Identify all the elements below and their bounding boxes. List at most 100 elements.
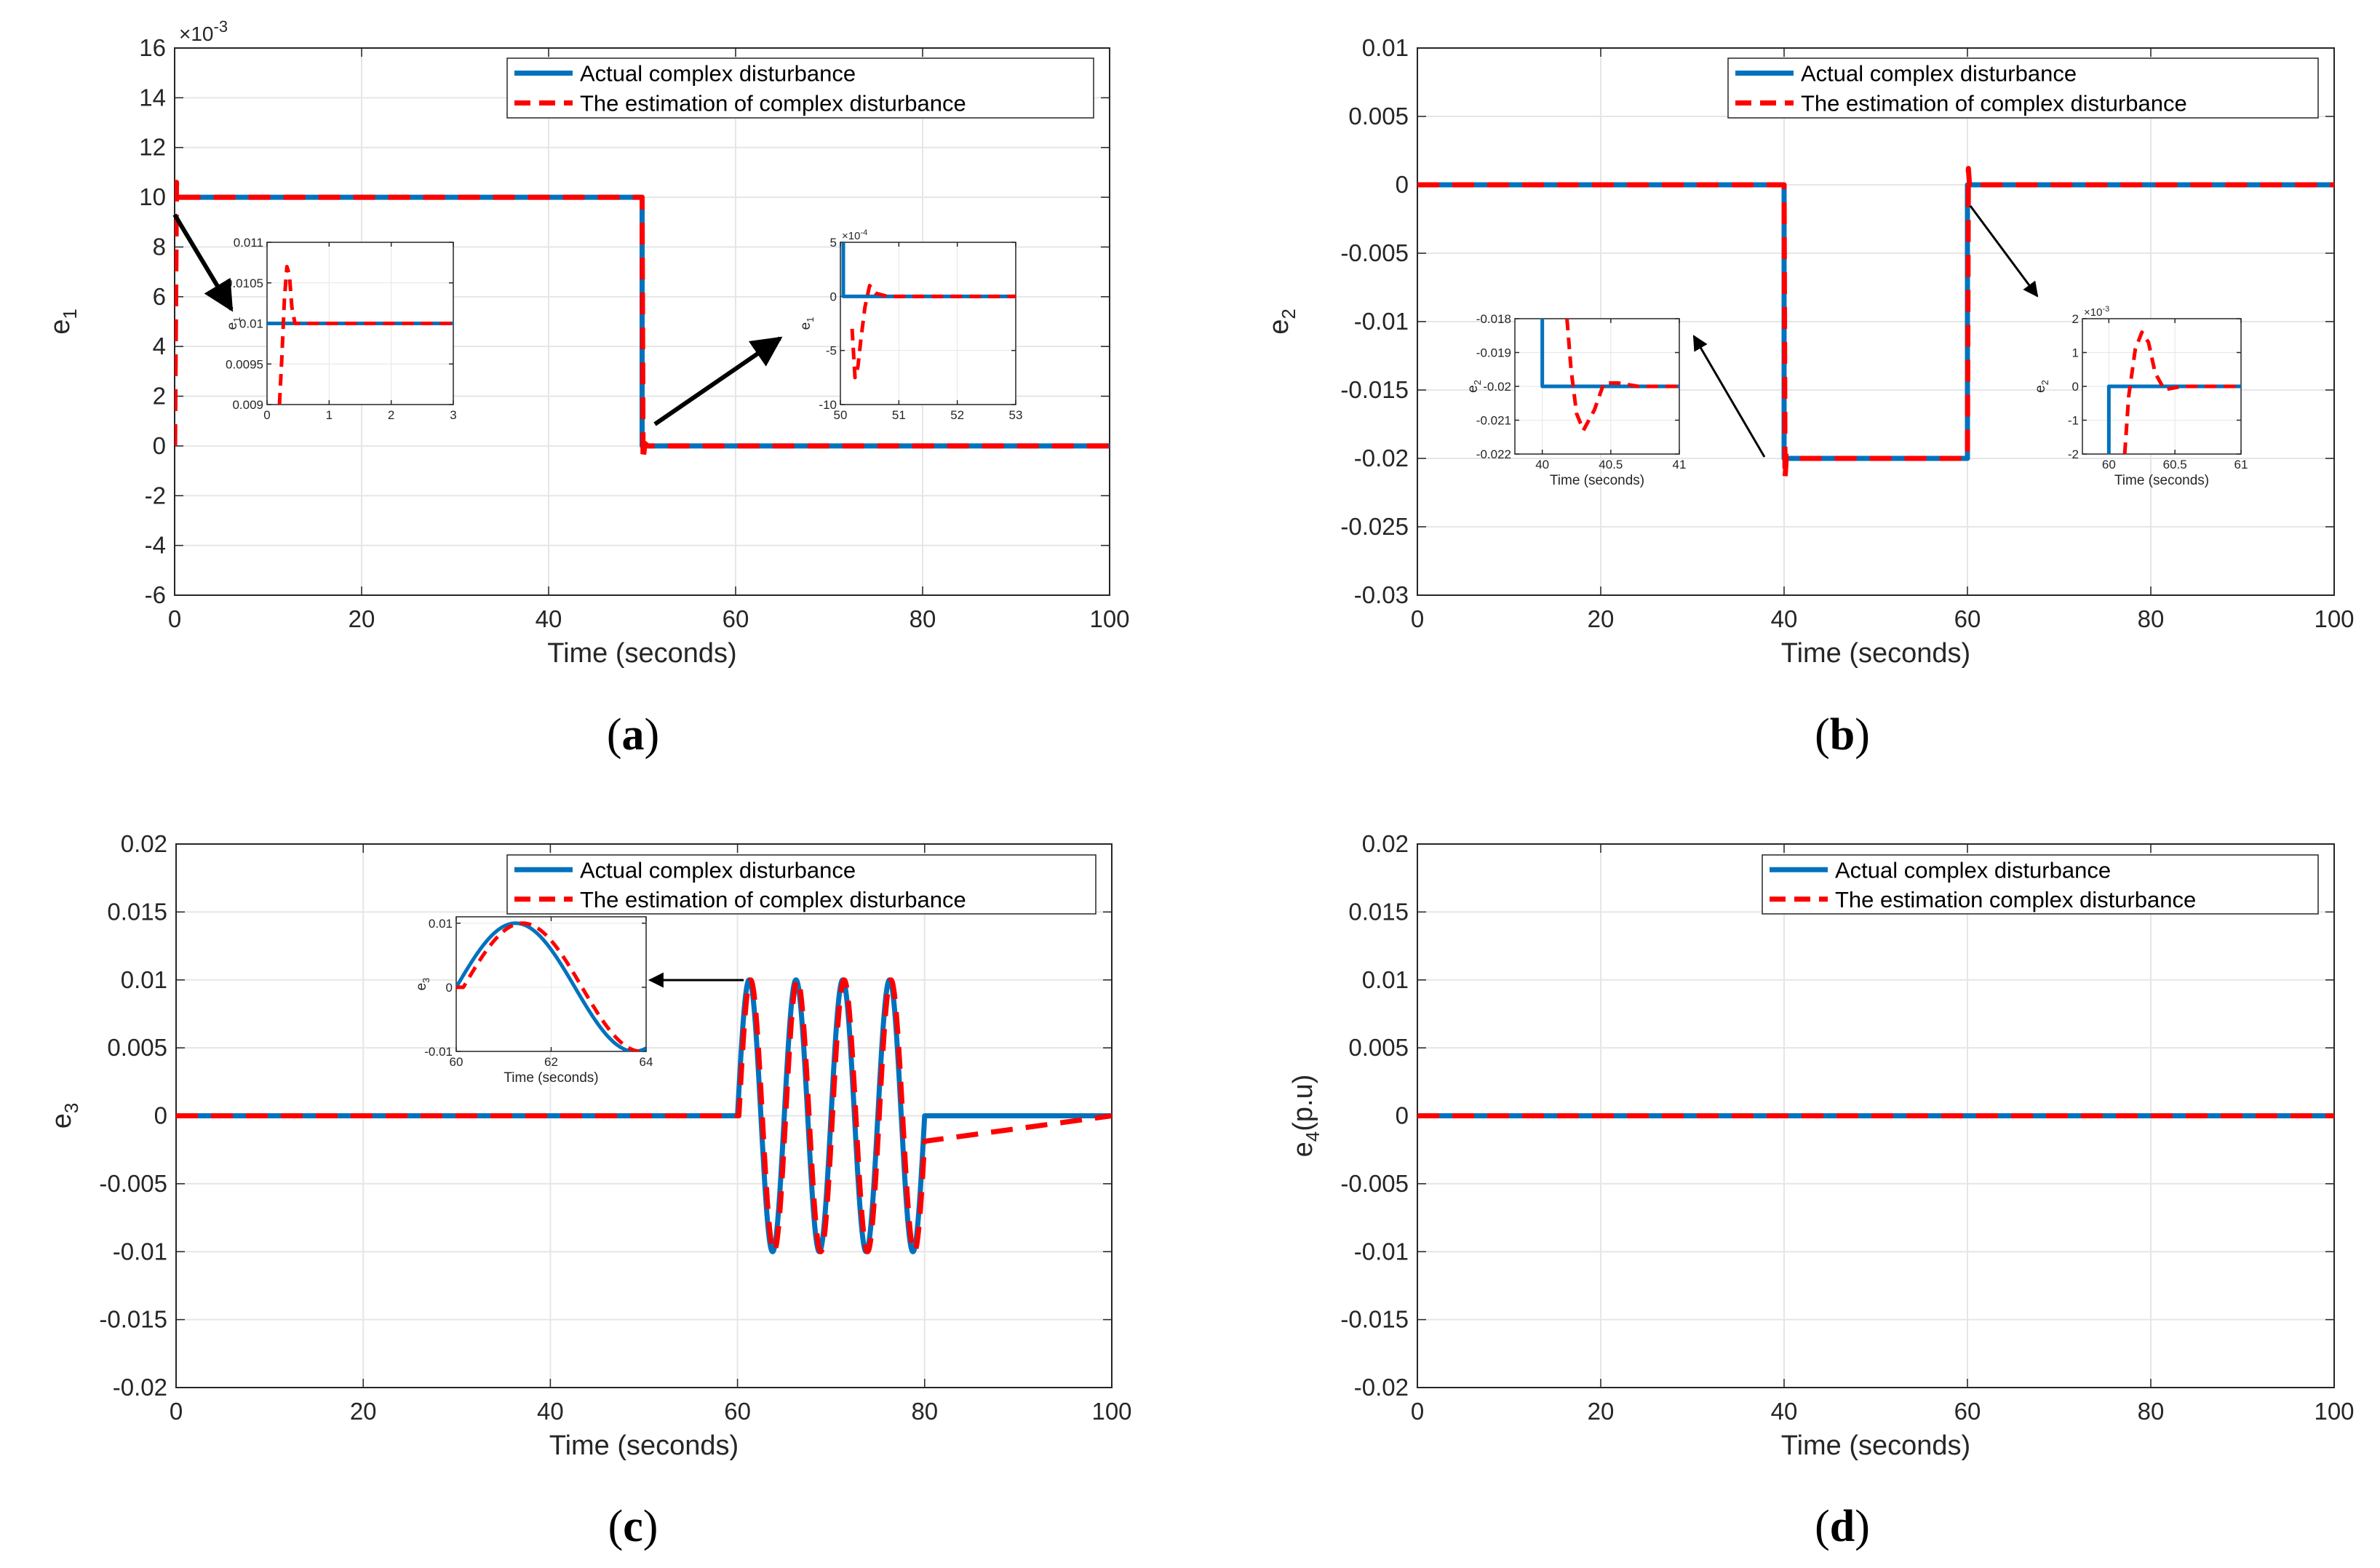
- chart-a-ytick-label: 4: [153, 333, 166, 359]
- inset-lines: [456, 921, 646, 1051]
- chart-a-legend: Actual complex disturbance The estimation…: [506, 57, 1094, 119]
- inset-xlabel: Time (seconds): [504, 1070, 598, 1086]
- chart-d-xtick-label: 0: [1411, 1398, 1424, 1425]
- chart-b-ytick-label: 0: [1396, 171, 1409, 198]
- chart-b-ytick-label: 0.01: [1362, 34, 1409, 61]
- chart-d-xtick-label: 40: [1771, 1398, 1798, 1425]
- chart-d-caption: (d): [1815, 1502, 1870, 1551]
- inset-ytick-label: -0.019: [1476, 346, 1511, 360]
- inset-ytick-label: 0.0095: [226, 357, 263, 371]
- inset-ytick-label: -0.01: [424, 1045, 453, 1059]
- chart-b-ytick-label: 0.005: [1348, 103, 1409, 130]
- chart-b-xtick-label: 80: [2138, 605, 2165, 632]
- inset-xtick-label: 52: [950, 408, 964, 422]
- chart-c-ytick-label: 0: [154, 1102, 167, 1129]
- legend-box: [1762, 854, 2319, 915]
- chart-d-ytick-label: 0.02: [1362, 830, 1409, 857]
- inset-xtick-label: 40.5: [1599, 458, 1623, 471]
- inset-ytick-label: 0.009: [232, 398, 263, 412]
- chart-b-xtick-label: 20: [1588, 605, 1615, 632]
- inset-plot-area: [840, 242, 1016, 405]
- inset-xtick-label: 1: [326, 408, 333, 422]
- inset-xtick-label: 40: [1535, 458, 1549, 471]
- inset-ytick-label: -0.022: [1476, 447, 1511, 461]
- chart-a-xtick-label: 60: [723, 605, 749, 632]
- chart-c-xtick-label: 20: [350, 1398, 377, 1425]
- legend-actual-label: Actual complex disturbance: [1801, 61, 2077, 87]
- inset-ylabel: e1: [225, 317, 242, 330]
- inset-estimate-line: [850, 283, 1016, 380]
- inset-ylabel: e3: [414, 978, 431, 991]
- chart-d-ytick-label: -0.01: [1354, 1238, 1409, 1265]
- legend-estimate-label: The estimation of complex disturbance: [580, 887, 966, 912]
- chart-c-xtick-label: 80: [911, 1398, 938, 1425]
- inset-ytick-label: -0.018: [1476, 312, 1511, 326]
- inset-ytick-label: 0: [2072, 380, 2079, 394]
- legend-actual-label: Actual complex disturbance: [1835, 857, 2111, 883]
- inset-xtick-label: 53: [1009, 408, 1023, 422]
- chart-b-xtick-label: 100: [2314, 605, 2354, 632]
- inset-xlabel: Time (seconds): [2114, 473, 2209, 488]
- chart-a-multiplier: ×10-3: [179, 17, 228, 45]
- chart-c-legend: Actual complex disturbance The estimation…: [506, 854, 1097, 915]
- chart-a-ytick-label: 12: [139, 134, 166, 161]
- inset-xtick-label: 61: [2234, 458, 2248, 471]
- callout-arrow: [1692, 335, 1766, 458]
- inset-xtick-label: 50: [834, 408, 848, 422]
- chart-a-xtick-label: 40: [536, 605, 562, 632]
- chart-c-ytick-label: -0.015: [99, 1306, 167, 1333]
- inset-xtick-label: 64: [640, 1055, 653, 1069]
- chart-c-xtick-label: 100: [1091, 1398, 1131, 1425]
- chart-b-xtick-label: 40: [1771, 605, 1798, 632]
- chart-b-ytick-label: -0.03: [1354, 581, 1409, 608]
- inset-ytick-label: -5: [826, 344, 837, 358]
- chart-a-ytick-label: -2: [145, 482, 166, 509]
- inset-xtick-label: 41: [1673, 458, 1687, 471]
- chart-d-xlabel: Time (seconds): [1781, 1430, 1970, 1461]
- inset-ytick-label: 2: [2072, 312, 2079, 326]
- chart-b-legend: Actual complex disturbance The estimation…: [1727, 57, 2319, 119]
- chart-a-ytick-label: -6: [145, 581, 166, 608]
- chart-b-ytick-label: -0.01: [1354, 308, 1409, 335]
- chart-c-xtick-label: 60: [724, 1398, 751, 1425]
- chart-b-frame: [1417, 47, 2335, 596]
- inset-xlabel: Time (seconds): [1550, 473, 1644, 488]
- legend-box: [506, 854, 1097, 915]
- chart-b-lines: [1417, 165, 2334, 482]
- chart-b-xlabel: Time (seconds): [1781, 638, 1970, 669]
- series-estimate-line: [1417, 165, 2334, 482]
- inset-ylabel: e1: [798, 317, 816, 330]
- inset-xtick-label: 2: [388, 408, 394, 422]
- series-estimate-line: [176, 977, 1112, 1254]
- chart-a-caption: (a): [607, 710, 659, 760]
- chart-c-xlabel: Time (seconds): [549, 1430, 739, 1461]
- inset-xtick-label: 60: [450, 1055, 463, 1069]
- chart-d-xtick-label: 60: [1954, 1398, 1981, 1425]
- inset-ytick-label: 0.0105: [226, 276, 263, 290]
- chart-b-caption: (b): [1815, 710, 1870, 760]
- inset-ylabel: e2: [1465, 380, 1483, 393]
- chart-d-ylabel: e4(p.u): [1288, 1075, 1324, 1158]
- inset-xtick-label: 3: [450, 408, 456, 422]
- inset-frame: [840, 242, 1016, 405]
- inset-xtick-label: 51: [892, 408, 906, 422]
- chart-c-ytick-label: -0.005: [99, 1170, 167, 1197]
- inset-estimate-line: [456, 921, 646, 1051]
- chart-d-ytick-label: 0.015: [1348, 898, 1409, 925]
- inset-estimate-line: [277, 264, 453, 405]
- legend-box: [1727, 57, 2319, 119]
- legend-estimate-label: The estimation of complex disturbance: [1801, 91, 2187, 116]
- chart-a-xtick-label: 0: [168, 605, 181, 632]
- chart-c-ylabel: e3: [47, 1103, 82, 1129]
- series-estimate-line: [175, 180, 1110, 463]
- chart-d-legend: Actual complex disturbance The estimation…: [1762, 854, 2319, 915]
- inset-xtick-label: 60: [2102, 458, 2116, 471]
- inset-ytick-label: 1: [2072, 346, 2079, 360]
- inset-lines: [1540, 319, 1679, 432]
- chart-d-ytick-label: -0.005: [1340, 1170, 1409, 1197]
- chart-b: 0 20 40 60 80 100-0.03-0.025-0.02-0.015-0.01-…: [1264, 34, 2355, 760]
- chart-a-xtick-label: 100: [1089, 605, 1129, 632]
- inset-estimate-line: [2122, 330, 2241, 454]
- chart-a-xlabel: Time (seconds): [547, 638, 736, 669]
